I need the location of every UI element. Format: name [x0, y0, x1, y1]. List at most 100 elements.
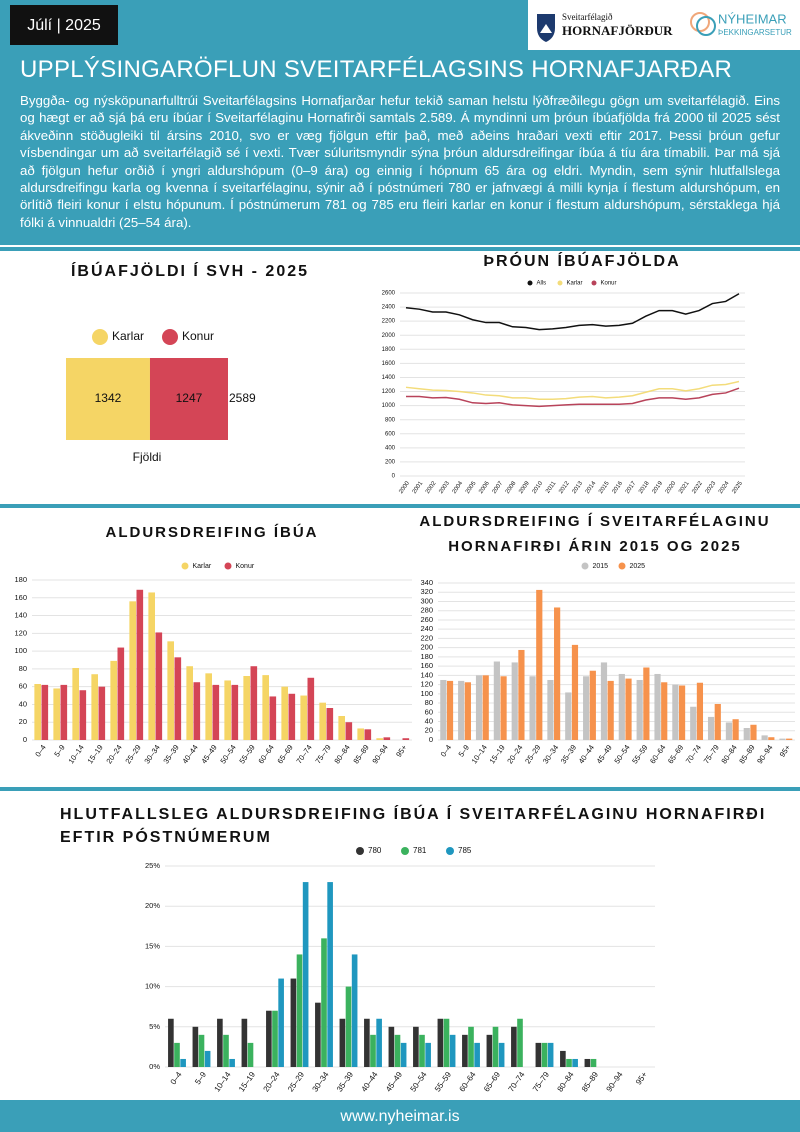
bar — [449, 1034, 456, 1067]
bar — [786, 738, 793, 740]
y-tick-label: 1600 — [382, 361, 396, 367]
chart-title: ALDURSDREIFING Í SVEITARFÉLAGINU — [419, 513, 770, 530]
x-tick-label: 2019 — [651, 480, 664, 495]
x-tick-label: 2018 — [638, 480, 651, 495]
x-tick-label: 2012 — [558, 480, 571, 495]
y-tick-label: 220 — [420, 633, 433, 642]
x-tick-label: 2008 — [505, 480, 518, 495]
bar — [307, 677, 315, 740]
legend-swatch — [92, 329, 108, 345]
bar — [364, 1018, 370, 1067]
y-tick-label: 0 — [392, 474, 396, 480]
bar — [351, 954, 358, 1067]
bar — [79, 690, 87, 740]
x-tick-label: 45–49 — [595, 743, 614, 765]
bar — [402, 738, 410, 740]
legend-label: Karlar — [112, 329, 144, 343]
bar — [437, 1018, 444, 1067]
y-tick-label: 800 — [385, 417, 396, 423]
bar — [345, 722, 353, 740]
divider — [0, 247, 800, 251]
y-tick-label: 1200 — [382, 389, 396, 395]
bar — [547, 679, 554, 740]
ring-icon — [690, 12, 710, 32]
x-tick-label: 2021 — [678, 480, 691, 495]
bar — [388, 1026, 395, 1067]
y-tick-label: 300 — [420, 596, 433, 605]
legend-label: 2015 — [593, 563, 609, 570]
x-tick-label: 2009 — [518, 480, 531, 495]
bar — [425, 1042, 431, 1067]
bar — [443, 1018, 450, 1067]
bar — [394, 1034, 401, 1067]
bar — [250, 666, 258, 740]
bar — [370, 1034, 376, 1067]
y-tick-label: 15% — [145, 941, 160, 950]
x-tick-label: 45–49 — [199, 743, 218, 765]
bar — [338, 716, 345, 740]
legend-label: Konur — [182, 329, 214, 343]
x-tick-label: 2017 — [625, 480, 638, 495]
bar — [565, 692, 572, 740]
y-tick-label: 25% — [145, 861, 160, 870]
x-tick-label: 2002 — [425, 480, 438, 495]
y-tick-label: 100 — [14, 646, 27, 655]
bar — [768, 737, 775, 740]
bar — [554, 607, 561, 740]
bar — [136, 589, 144, 740]
y-tick-label: 2400 — [382, 305, 396, 311]
bar — [192, 1026, 199, 1067]
logo-box — [528, 0, 800, 50]
x-tick-label: 5–9 — [193, 1070, 208, 1087]
bar — [475, 675, 483, 740]
x-tick-label: 90–94 — [604, 1070, 624, 1094]
bar — [589, 670, 596, 740]
x-tick-label: 2000 — [398, 480, 411, 495]
bar — [464, 682, 471, 740]
x-tick-label: 90–94 — [755, 743, 774, 765]
bar — [376, 738, 383, 740]
bar — [364, 729, 372, 740]
bar — [566, 1058, 572, 1067]
bar — [198, 1034, 205, 1067]
x-tick-label: 2013 — [572, 480, 585, 495]
bar — [98, 686, 106, 740]
x-tick-label: 25–29 — [123, 743, 142, 765]
bar — [266, 1010, 272, 1067]
bar — [180, 1058, 186, 1067]
y-tick-label: 2000 — [382, 333, 396, 339]
logo-text: Sveitarfélagið — [562, 12, 613, 22]
x-tick-label: 2001 — [412, 480, 425, 495]
bar — [661, 682, 668, 740]
bar — [321, 938, 327, 1067]
y-tick-label: 200 — [385, 460, 396, 466]
bar — [204, 1050, 211, 1067]
bar — [241, 1018, 248, 1067]
bar — [247, 1042, 254, 1067]
x-tick-label: 5–9 — [52, 743, 67, 758]
legend-label: 2025 — [630, 563, 646, 570]
logo-text: NÝHEIMAR — [718, 11, 787, 26]
bar — [725, 722, 733, 740]
intro-text: Byggða- og nýsköpunarfulltrúi Sveitarfél… — [20, 93, 780, 230]
y-tick-label: 280 — [420, 606, 433, 615]
x-tick-label: 35–39 — [161, 743, 180, 765]
legend-label: 785 — [458, 846, 472, 855]
bar — [492, 1026, 499, 1067]
bar — [326, 708, 334, 740]
legend-swatch — [618, 562, 626, 570]
bar — [281, 686, 288, 740]
x-tick-label: 50–54 — [408, 1070, 428, 1094]
bar — [572, 1058, 578, 1067]
x-tick-label: 80–84 — [332, 743, 351, 765]
x-tick-label: 20–24 — [505, 743, 524, 765]
x-tick-label: 10–14 — [212, 1070, 232, 1094]
y-tick-label: 140 — [420, 670, 433, 679]
x-tick-label: 5–9 — [456, 743, 471, 758]
bar — [618, 673, 625, 740]
bar — [91, 674, 98, 740]
divider — [0, 504, 800, 508]
bar — [498, 1042, 505, 1067]
bar — [517, 1018, 523, 1067]
y-tick-label: 1000 — [382, 403, 396, 409]
